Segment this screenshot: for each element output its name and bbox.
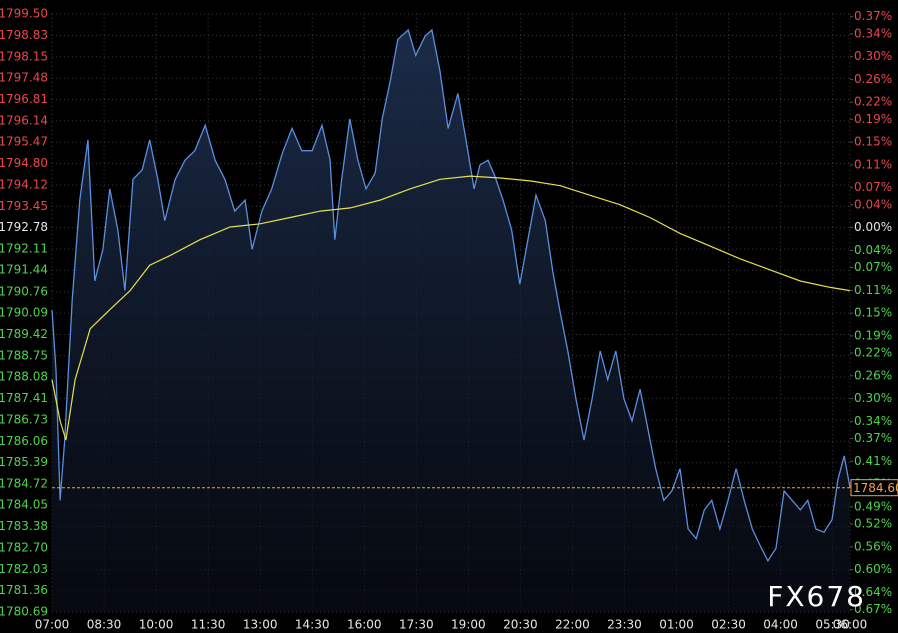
x-tick-label: 06:00 [833, 618, 868, 632]
y-tick-label: 1788.08 [0, 370, 48, 384]
y-tick-label: 1784.05 [0, 498, 48, 512]
watermark: FX678 [767, 580, 866, 613]
y2-tick-label: 0.41% [854, 454, 892, 468]
y-tick-label: 1795.47 [0, 135, 48, 149]
y2-tick-label: 0.04% [854, 243, 892, 257]
x-tick-label: 19:00 [451, 618, 486, 632]
y2-tick-label: 0.04% [854, 197, 892, 211]
y2-tick-label: 0.52% [854, 516, 892, 530]
y-tick-label: 1786.73 [0, 412, 48, 426]
y-tick-label: 1792.78 [0, 220, 48, 234]
y-tick-label: 1786.06 [0, 434, 48, 448]
y2-tick-label: 0.07% [854, 180, 892, 194]
y-tick-label: 1780.69 [0, 605, 48, 619]
y-tick-label: 1794.12 [0, 178, 48, 192]
last-price-box [850, 479, 898, 497]
y-tick-label: 1791.44 [0, 263, 48, 277]
y2-tick-label: 0.15% [854, 306, 892, 320]
x-tick-label: 20:30 [503, 618, 538, 632]
y2-tick-label: 0.19% [854, 328, 892, 342]
y2-tick-label: 0.64% [854, 585, 892, 599]
y2-tick-label: 0.67% [854, 602, 892, 616]
y-tick-label: 1784.72 [0, 476, 48, 490]
y-tick-label: 1792.11 [0, 241, 48, 255]
y-tick-label: 1789.42 [0, 327, 48, 341]
y2-tick-label: 0.15% [854, 135, 892, 149]
y-tick-label: 1794.80 [0, 156, 48, 170]
y2-tick-label: 0.30% [854, 49, 892, 63]
y2-tick-label: 0.07% [854, 260, 892, 274]
x-tick-label: 11:30 [191, 618, 226, 632]
y2-tick-label: 0.60% [854, 562, 892, 576]
y2-tick-label: 0.26% [854, 368, 892, 382]
price-line [51, 28, 851, 563]
y2-tick-label: 0.00% [854, 220, 892, 234]
x-tick-label: 07:00 [35, 618, 70, 632]
y-tick-label: 1790.76 [0, 284, 48, 298]
y-tick-label: 1781.36 [0, 583, 48, 597]
y2-tick-label: 0.11% [854, 157, 892, 171]
y-tick-label: 1783.38 [0, 519, 48, 533]
x-tick-label: 02:30 [711, 618, 746, 632]
y-tick-label: 1793.45 [0, 199, 48, 213]
y2-tick-label: 0.37% [854, 431, 892, 445]
x-tick-label: 14:30 [295, 618, 330, 632]
y-tick-label: 1788.75 [0, 348, 48, 362]
y2-tick-label: 0.22% [854, 346, 892, 360]
y-tick-label: 1798.83 [0, 28, 48, 42]
x-tick-label: 22:00 [555, 618, 590, 632]
y2-tick-label: 0.22% [854, 95, 892, 109]
y2-tick-label: 0.19% [854, 112, 892, 126]
y2-tick-label: 0.26% [854, 72, 892, 86]
x-tick-label: 23:30 [607, 618, 642, 632]
x-tick-label: 04:00 [763, 618, 798, 632]
x-tick-label: 01:00 [659, 618, 694, 632]
y-tick-label: 1799.50 [0, 7, 48, 21]
x-tick-label: 08:30 [87, 618, 122, 632]
y-tick-label: 1798.15 [0, 49, 48, 63]
y2-tick-label: 0.30% [854, 391, 892, 405]
x-tick-label: 05:30 [815, 618, 850, 632]
y2-tick-label: 0.49% [854, 499, 892, 513]
y-tick-label: 1790.09 [0, 306, 48, 320]
average-line [51, 175, 851, 441]
y-tick-label: 1796.14 [0, 113, 48, 127]
y2-tick-label: 0.34% [854, 26, 892, 40]
x-tick-label: 13:00 [243, 618, 278, 632]
last-price-label: 1784.60 [853, 481, 898, 495]
y-tick-label: 1787.41 [0, 391, 48, 405]
y-tick-label: 1785.39 [0, 455, 48, 469]
y-tick-label: 1782.70 [0, 541, 48, 555]
price-area [52, 29, 850, 612]
y-tick-label: 1782.03 [0, 562, 48, 576]
x-tick-label: 10:00 [139, 618, 174, 632]
x-tick-label: 16:00 [347, 618, 382, 632]
y2-tick-label: 0.37% [854, 9, 892, 23]
x-tick-label: 17:30 [399, 618, 434, 632]
y2-tick-label: 0.11% [854, 283, 892, 297]
y2-tick-label: 0.56% [854, 539, 892, 553]
y-tick-label: 1797.48 [0, 71, 48, 85]
y-tick-label: 1796.81 [0, 92, 48, 106]
y2-tick-label: 0.34% [854, 414, 892, 428]
